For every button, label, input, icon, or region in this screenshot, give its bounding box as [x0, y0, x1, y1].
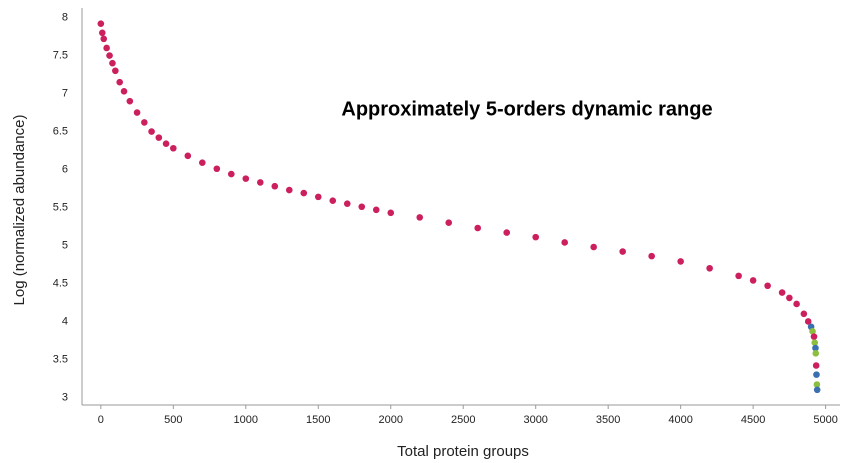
- data-point: [300, 189, 308, 197]
- data-point: [256, 179, 264, 186]
- data-point: [445, 219, 453, 226]
- x-tick-label: 3500: [596, 414, 620, 426]
- data-point: [811, 339, 819, 347]
- y-tick-label: 6.5: [53, 125, 68, 137]
- data-point: [372, 206, 380, 214]
- y-tick-label: 8: [62, 12, 68, 24]
- data-point: [813, 371, 820, 378]
- data-point: [677, 258, 684, 265]
- x-tick-label: 0: [98, 414, 104, 426]
- data-point: [812, 362, 820, 369]
- data-point: [155, 134, 163, 141]
- data-point: [778, 289, 786, 296]
- y-tick-label: 3.5: [53, 353, 68, 365]
- y-tick-label: 5: [62, 239, 68, 251]
- data-point: [706, 264, 713, 272]
- annotation: Approximately 5-orders dynamic range: [341, 98, 712, 120]
- data-point: [804, 318, 812, 325]
- data-point: [97, 20, 105, 27]
- data-point: [590, 243, 597, 251]
- data-point: [810, 333, 818, 340]
- data-point: [329, 197, 337, 204]
- data-point: [812, 350, 820, 357]
- data-point: [100, 35, 108, 43]
- data-point: [809, 328, 816, 335]
- x-tick-label: 2000: [379, 414, 403, 426]
- data-point: [474, 224, 482, 232]
- y-axis-title: Log (normalized abundance): [11, 115, 28, 306]
- y-tick-label: 6: [62, 163, 68, 175]
- data-point: [813, 386, 821, 394]
- data-point: [109, 59, 116, 67]
- data-point: [648, 252, 655, 260]
- x-tick-label: 5000: [813, 414, 837, 426]
- data-point: [228, 170, 235, 178]
- x-tick-label: 3000: [523, 414, 547, 426]
- data-point: [561, 239, 568, 246]
- data-point: [285, 186, 293, 194]
- data-point: [343, 200, 351, 208]
- y-tick-label: 4.5: [53, 277, 68, 289]
- data-point: [126, 97, 134, 105]
- data-point: [764, 282, 771, 290]
- data-point: [170, 144, 177, 152]
- x-axis-title: Total protein groups: [397, 443, 529, 460]
- data-point: [503, 229, 511, 236]
- data-point: [120, 87, 128, 95]
- data-point: [106, 52, 113, 59]
- data-point: [184, 152, 192, 160]
- data-point: [271, 182, 279, 190]
- x-tick-label: 1500: [306, 414, 330, 426]
- data-point: [813, 381, 821, 388]
- data-point: [749, 277, 757, 284]
- data-point: [199, 159, 206, 166]
- data-point: [213, 165, 221, 173]
- x-tick-label: 2500: [451, 414, 475, 426]
- data-point: [98, 29, 106, 37]
- data-point: [786, 294, 793, 302]
- data-point: [141, 119, 148, 126]
- data-point: [112, 67, 119, 75]
- x-tick-label: 1000: [234, 414, 258, 426]
- y-tick-label: 5.5: [53, 201, 68, 213]
- data-point: [242, 175, 250, 182]
- data-point: [793, 300, 800, 308]
- data-point: [103, 44, 110, 52]
- x-tick-label: 4000: [668, 414, 692, 426]
- y-tick-label: 4: [62, 315, 68, 327]
- data-point: [619, 248, 626, 255]
- data-point: [735, 272, 742, 280]
- y-tick-label: 7: [62, 87, 68, 99]
- data-point: [532, 233, 540, 241]
- data-point: [116, 78, 123, 86]
- data-point: [162, 140, 170, 147]
- y-tick-label: 7.5: [53, 49, 68, 61]
- data-point: [133, 109, 141, 116]
- data-point: [314, 193, 322, 201]
- y-tick-label: 3: [62, 391, 68, 403]
- data-point: [416, 214, 424, 221]
- data-point: [800, 310, 808, 318]
- x-tick-label: 500: [164, 414, 182, 426]
- data-point: [358, 203, 366, 211]
- data-point: [812, 344, 819, 352]
- x-tick-label: 4500: [741, 414, 765, 426]
- data-point: [148, 128, 155, 135]
- data-point: [387, 209, 395, 217]
